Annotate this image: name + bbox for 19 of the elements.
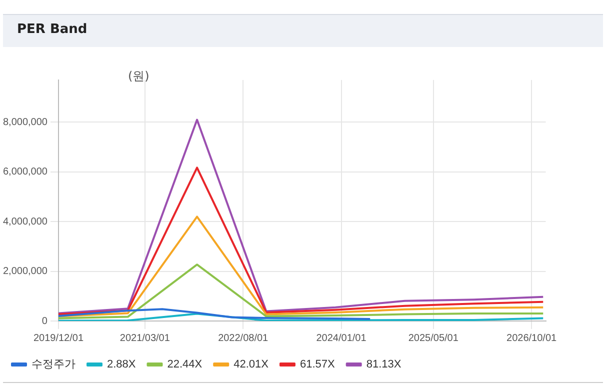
- y-axis-title: (원): [128, 68, 150, 85]
- y-tick-label: 6,000,000: [2, 166, 48, 178]
- x-tick-label: 2021/03/01: [120, 332, 170, 344]
- legend-label: 2.88X: [107, 358, 136, 371]
- x-tick-label: 2025/05/01: [408, 332, 459, 344]
- legend-label: 수정주가: [32, 358, 76, 371]
- x-tick-label: 2022/08/01: [218, 332, 269, 344]
- legend-label: 42.01X: [234, 358, 270, 371]
- legend-label: 61.57X: [300, 358, 336, 371]
- y-tick-label: 4,000,000: [2, 216, 48, 228]
- legend-label: 22.44X: [167, 358, 203, 371]
- chart-title: PER Band: [17, 22, 88, 37]
- x-tick-label: 2019/12/01: [33, 332, 84, 344]
- x-tick-label: 2024/01/01: [316, 332, 367, 344]
- y-tick-label: 8,000,000: [2, 116, 48, 128]
- x-tick-label: 2026/10/01: [506, 332, 558, 344]
- legend-label: 81.13X: [366, 358, 402, 371]
- y-tick-label: 0: [42, 316, 48, 327]
- y-tick-label: 2,000,000: [2, 266, 48, 278]
